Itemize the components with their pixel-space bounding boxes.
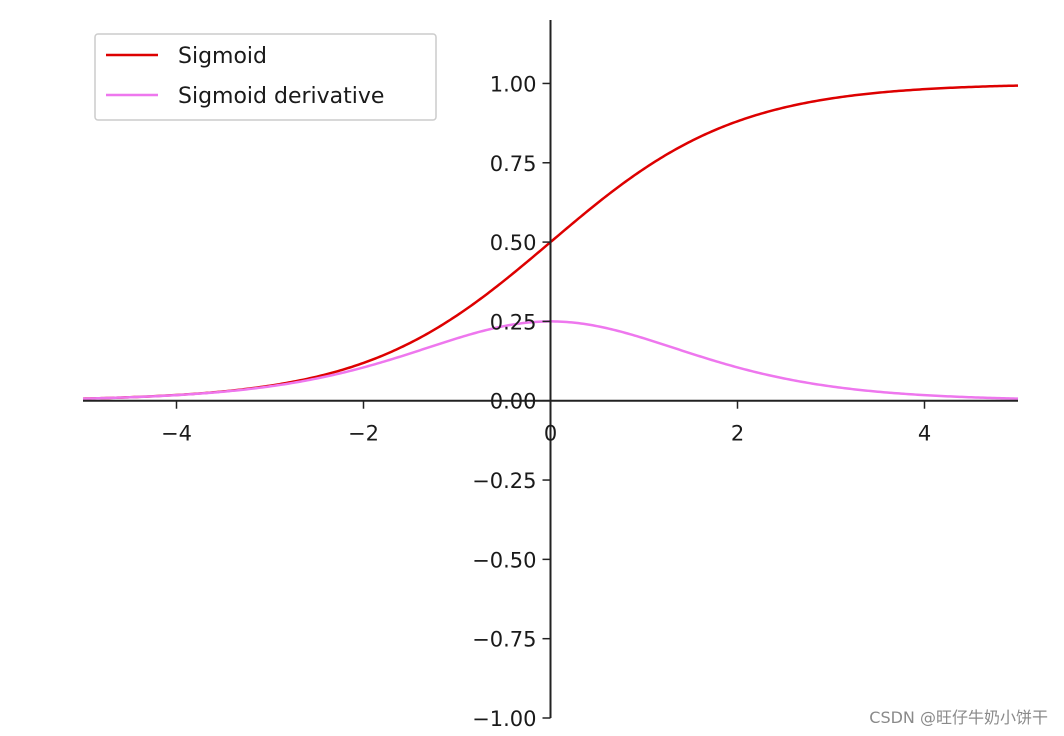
- y-tick-label: 1.00: [490, 72, 537, 96]
- legend-frame: [94, 33, 437, 121]
- y-tick-label: 0.50: [490, 231, 537, 255]
- axes-layer: [83, 20, 1018, 718]
- x-tick-label: 0: [544, 422, 557, 446]
- x-tick-label: −4: [161, 422, 192, 446]
- legend: Sigmoid Sigmoid derivative: [94, 33, 437, 121]
- y-tick-label: 0.25: [490, 310, 537, 334]
- y-tick-label: 0.75: [490, 152, 537, 176]
- y-tick-label: 0.00: [490, 390, 537, 414]
- y-tick-label: −1.00: [472, 707, 536, 731]
- x-tick-label: −2: [348, 422, 379, 446]
- x-tick-label: 2: [731, 422, 744, 446]
- watermark: CSDN @旺仔牛奶小饼干: [869, 708, 1048, 727]
- y-tick-label: −0.75: [472, 628, 536, 652]
- legend-label-sigmoid-derivative: Sigmoid derivative: [178, 84, 384, 109]
- y-tick-label: −0.50: [472, 548, 536, 572]
- y-tick-label: −0.25: [472, 469, 536, 493]
- ticks-layer: −4 −2 0 2 4 −1.00 −0.75 −0.50 −0.25 0.00 0.25 0.50 0…: [161, 72, 931, 731]
- x-tick-label: 4: [918, 422, 931, 446]
- legend-label-sigmoid: Sigmoid: [178, 44, 267, 69]
